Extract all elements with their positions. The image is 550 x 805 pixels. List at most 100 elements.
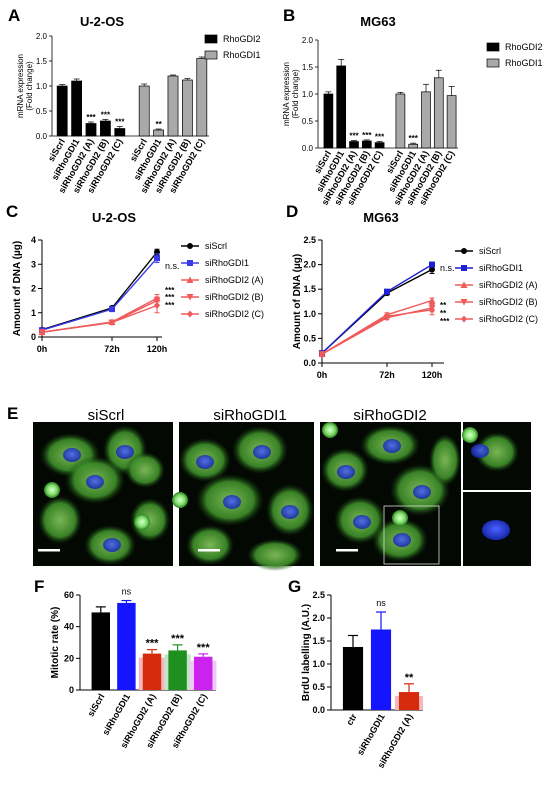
y-tick-label: 1.5 [303, 284, 316, 294]
legend-marker-sirhogdi1 [461, 265, 467, 271]
y-tick-label: 1.0 [312, 659, 325, 669]
legend-label-sirhogdi2-c: siRhoGDI2 (C) [479, 314, 538, 324]
data-point-sirhogdi2-c-120h [154, 301, 160, 309]
bar-siscrl [91, 612, 111, 690]
x-tick-label: 120h [422, 370, 443, 380]
y-tick-label: 1.5 [302, 63, 314, 72]
y-tick-label: 1.5 [312, 636, 325, 646]
legend-swatch-rhogdi1 [486, 58, 500, 68]
bar-rhogdi1-sirhogdi1 [408, 143, 419, 149]
bar-rhogdi2-sirhogdi2-b [361, 140, 372, 149]
bar-rhogdi1-sirhogdi2-b [433, 77, 444, 149]
nucleus-zoom [482, 520, 510, 540]
y-tick-label: 1.5 [36, 57, 48, 66]
cell [130, 498, 170, 542]
data-point-sirhogdi2-c-0h [39, 328, 45, 336]
significance-label: *** [146, 638, 160, 650]
nucleus [223, 495, 241, 509]
nucleus [63, 448, 81, 462]
y-tick-label: 40 [64, 622, 74, 632]
micro-title-sirhogdi1: siRhoGDI1 [213, 407, 286, 424]
data-point-sirhogdi2-c-72h [109, 318, 115, 326]
legend-marker-sirhogdi2-a [460, 281, 468, 288]
mitotic-cell [392, 510, 408, 526]
legend-label-rhogdi2: RhoGDI2 [505, 42, 543, 52]
data-point-sirhogdi2-a-120h [428, 297, 436, 304]
significance-label: *** [197, 642, 211, 654]
bar-rhogdi1-sirhogdi1 [153, 129, 164, 137]
legend-label-rhogdi2: RhoGDI2 [223, 34, 261, 44]
significance-label: ** [440, 309, 447, 318]
scale-bar [336, 549, 358, 552]
bar-rhogdi1-sirhogdi2-a [167, 75, 179, 137]
chart-c: 0 1 2 3 4 0h 72h 120h Amount of DNA (µg) siScrl n.… [12, 235, 264, 354]
bar-rhogdi2-sirhogdi2-c [374, 142, 385, 149]
series-line-sirhogdi2-a [321, 299, 433, 355]
nucleus [337, 465, 355, 479]
nucleus [471, 444, 489, 458]
y-tick-label: 0.5 [312, 682, 325, 692]
bar-rhogdi1-sirhogdi2-c [446, 95, 457, 149]
y-axis-label: mRNA expression(Fold change) [16, 54, 34, 118]
y-tick-label: 2.0 [312, 613, 325, 623]
significance-label: ** [405, 672, 414, 684]
legend-label-sirhogdi2-a: siRhoGDI2 (A) [205, 275, 264, 285]
y-tick-label: 0.0 [312, 705, 325, 715]
y-tick-label: 2.0 [303, 260, 316, 270]
legend-swatch-rhogdi1 [204, 50, 218, 60]
y-tick-label: 0 [69, 685, 74, 695]
cell [475, 432, 519, 472]
nucleus [281, 505, 299, 519]
bar-rhogdi2-siscrl [56, 85, 68, 137]
legend-marker-siscrl [461, 248, 467, 254]
data-point-sirhogdi2-c-0h [319, 350, 325, 358]
x-tick-label: 120h [147, 344, 168, 354]
bar-sirhogdi1 [117, 602, 136, 690]
y-tick-label: 2.0 [302, 36, 314, 45]
zoom-box [383, 505, 440, 565]
data-point-sirhogdi1-120h [154, 255, 160, 262]
bar-sirhogdi2-c [193, 656, 213, 690]
legend-marker-sirhogdi2-c [187, 310, 193, 318]
legend-label-siscrl: siScrl [205, 241, 227, 251]
y-tick-label: 4 [31, 235, 36, 245]
chart-d: 0.0 0.5 1.0 1.5 2.0 2.5 0h 72h 120h Amount of DNA… [292, 235, 538, 380]
y-tick-label: 1.0 [303, 309, 316, 319]
legend-label-sirhogdi2-b: siRhoGDI2 (B) [205, 292, 264, 302]
scale-bar [198, 549, 220, 552]
legend-label-rhogdi1: RhoGDI1 [223, 50, 261, 60]
bar-rhogdi2-sirhogdi2-c [114, 128, 126, 137]
nucleus [413, 485, 431, 499]
y-tick-label: 1 [31, 308, 36, 318]
mitotic-cell [44, 482, 60, 498]
x-tick-label: siScrl [86, 692, 107, 718]
y-tick-label: 0.5 [36, 107, 48, 116]
nucleus [253, 445, 271, 459]
legend-label-sirhogdi2-b: siRhoGDI2 (B) [479, 297, 538, 307]
mitotic-cell [462, 427, 478, 443]
y-axis-label: BrdU labelling (A.U.) [301, 604, 312, 701]
bar-ctr [342, 646, 364, 710]
y-tick-label: 1.0 [36, 82, 48, 91]
panel-label-e: E [7, 404, 18, 423]
legend-marker-sirhogdi2-b [460, 299, 468, 306]
panel-d-title: MG63 [363, 210, 398, 225]
significance-label: ** [155, 120, 162, 129]
nucleus [103, 538, 121, 552]
panel-label-d: D [286, 202, 298, 221]
panel-label-g: G [288, 577, 301, 596]
legend-marker-sirhogdi2-a [186, 276, 194, 283]
nucleus [196, 455, 214, 469]
x-tick-label: 72h [104, 344, 120, 354]
bar-rhogdi2-sirhogdi2-a [349, 141, 359, 149]
significance-label: *** [349, 131, 359, 140]
y-tick-label: 1.0 [302, 90, 314, 99]
series-line-sirhogdi2-b [321, 307, 433, 355]
legend-swatch-rhogdi2 [204, 34, 218, 44]
y-tick-label: 0.0 [303, 358, 316, 368]
data-point-sirhogdi2-c-72h [384, 312, 390, 320]
panel-b-title: MG63 [360, 14, 395, 29]
legend-marker-siscrl [187, 243, 193, 249]
